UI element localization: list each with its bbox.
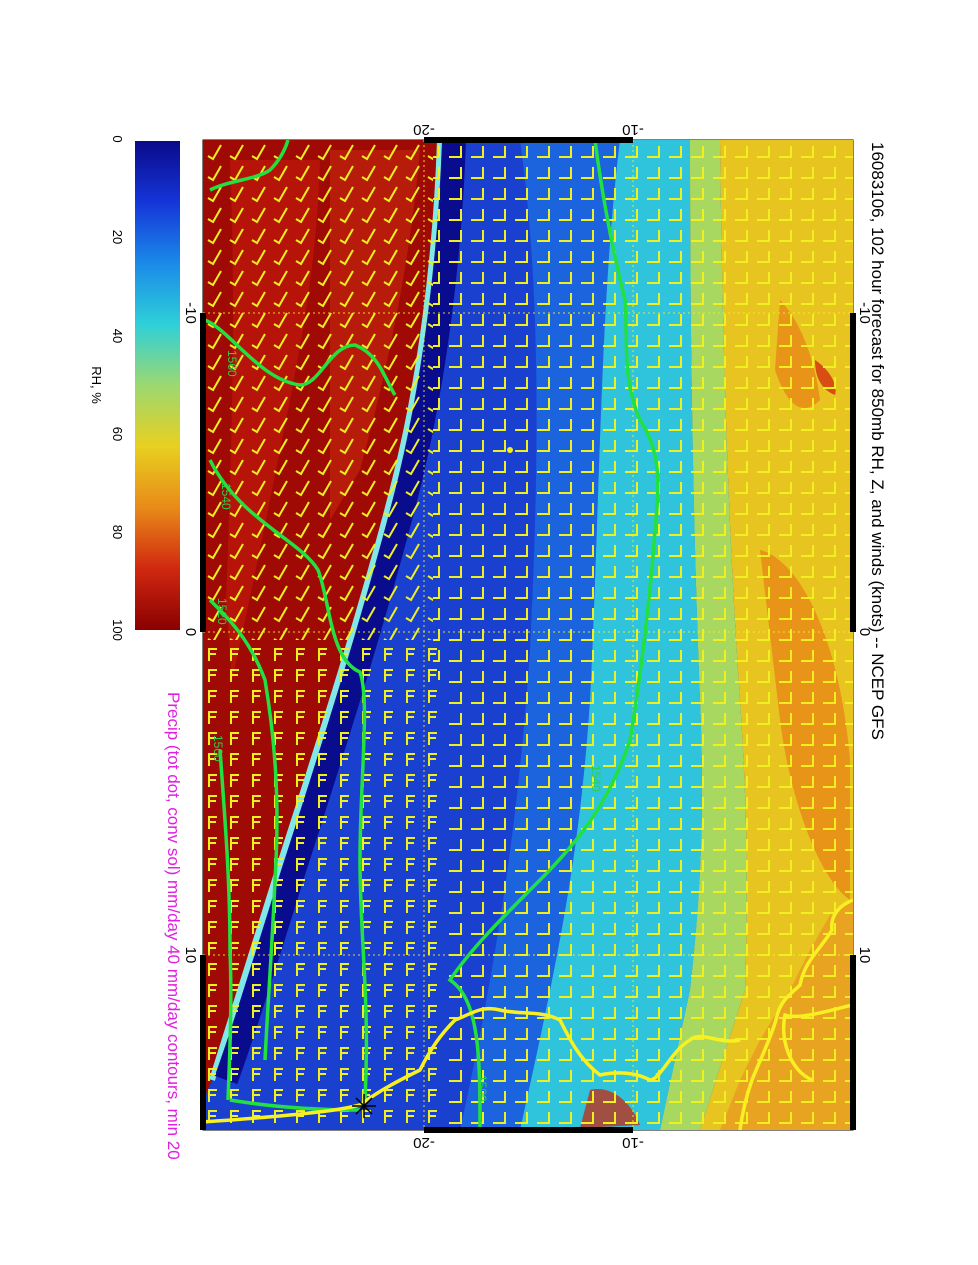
colorbar-bar [135,141,180,630]
bottom-tick-m20: -20 [413,1134,435,1151]
colorbar-tick-40: 40 [110,329,125,343]
contour-label-1520: 1520 [215,598,229,625]
colorbar-tick-100: 100 [110,619,125,641]
contour-label-1500b: 1500 [475,1075,489,1102]
colorbar-tick-0: 0 [110,135,125,142]
colorbar-label: RH, % [89,366,104,404]
colorbar-tick-60: 60 [110,427,125,441]
axis-frame-ticks [200,137,856,1133]
contour-label-1540: 1540 [219,483,233,510]
colorbar-tick-20: 20 [110,230,125,244]
wind-barbs [203,140,853,1130]
contour-label-1560: 1560 [225,350,239,377]
left-tick-m10: -10 [182,302,199,324]
station-marker [352,1094,376,1118]
left-tick-10: 10 [182,947,199,964]
top-tick-m10: -10 [622,121,644,138]
height-contours [204,140,660,1130]
colorbar: 0 20 40 60 80 100 RH, % [89,135,180,641]
colorbar-gradient [135,141,180,630]
bottom-tick-m10: -10 [622,1134,644,1151]
right-tick-0: 0 [856,628,873,636]
axis-labels: -20 -10 -20 -10 -10 0 10 -10 0 10 [182,121,873,1151]
left-tick-0: 0 [182,628,199,636]
right-tick-m10: -10 [856,302,873,324]
coastline [203,898,853,1130]
colorbar-tick-80: 80 [110,525,125,539]
map-subtitle: Precip (tot dot, conv sol) mm/day 40 mm/… [164,692,183,1160]
top-tick-m20: -20 [413,121,435,138]
contour-label-1500: 1500 [211,735,225,762]
map-title: 16083106, 102 hour forecast for 850mb RH… [868,142,887,740]
map-panel: 1560 1540 1520 1500 1540 1500 [200,137,856,1133]
contour-label-1540b: 1540 [589,765,603,792]
right-tick-10: 10 [856,947,873,964]
